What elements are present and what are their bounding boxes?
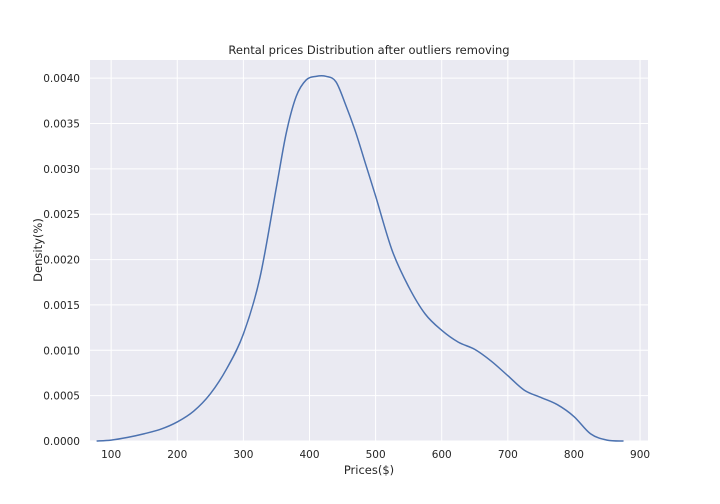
y-tick-label: 0.0020 — [43, 255, 80, 267]
x-tick-label: 500 — [366, 449, 386, 461]
chart-title: Rental prices Distribution after outlier… — [228, 43, 509, 57]
x-tick-label: 800 — [564, 449, 584, 461]
x-axis-label: Prices($) — [344, 463, 394, 477]
y-tick-label: 0.0025 — [43, 209, 80, 221]
y-tick-label: 0.0035 — [43, 119, 80, 131]
y-tick-label: 0.0015 — [43, 300, 80, 312]
y-tick-label: 0.0030 — [43, 164, 80, 176]
x-tick-label: 100 — [101, 449, 121, 461]
y-tick-label: 0.0005 — [43, 391, 80, 403]
x-tick-label: 600 — [432, 449, 452, 461]
x-tick-label: 400 — [299, 449, 319, 461]
plot-area — [90, 60, 648, 441]
y-tick-label: 0.0000 — [43, 436, 80, 448]
y-axis-label: Density(%) — [31, 218, 45, 282]
x-tick-label: 300 — [233, 449, 253, 461]
x-tick-label: 900 — [630, 449, 650, 461]
density-line — [96, 75, 624, 442]
x-axis-ticks: 100 200 300 400 500 600 700 800 900 — [101, 449, 650, 461]
y-tick-label: 0.0040 — [43, 73, 80, 85]
y-tick-label: 0.0010 — [43, 345, 80, 357]
x-tick-label: 700 — [498, 449, 518, 461]
y-axis-ticks: 0.0000 0.0005 0.0010 0.0015 0.0020 0.0025 0.00… — [43, 73, 80, 448]
x-tick-label: 200 — [167, 449, 187, 461]
grid — [90, 60, 648, 442]
